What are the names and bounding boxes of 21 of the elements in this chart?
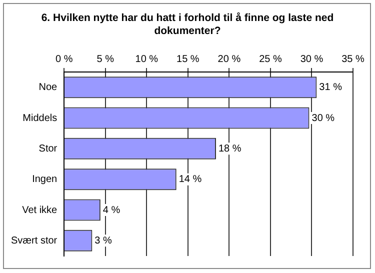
y-tick-label: Vet ikke [22,204,58,216]
x-tick-label: 5 % [96,54,114,65]
x-tick-label: 20 % [218,54,241,65]
y-tick-label: Noe [38,82,58,94]
data-label: 30 % [312,112,335,124]
x-tick-label: 35 % [342,54,365,65]
x-tick-label: 30 % [300,54,324,65]
x-tick-label: 25 % [259,54,282,65]
y-tick-label: Svært stor [10,235,58,246]
y-tick-label: Ingen [32,174,58,186]
x-tick-label: 15 % [176,54,200,65]
chart-title: 6. Hvilken nytte har du hatt i forhold til å finne og laste ned dokumenter? [40,12,335,38]
data-label: 3 % [94,235,112,246]
y-tick-label: Middels [22,112,58,124]
data-label: 14 % [178,174,202,186]
x-tick-label: 0 % [56,54,73,65]
y-tick-label: Stor [38,143,58,154]
data-label: 4 % [102,204,120,216]
x-tick-label: 10 % [135,54,158,65]
data-label: 31 % [319,82,342,94]
data-label: 18 % [218,143,242,154]
